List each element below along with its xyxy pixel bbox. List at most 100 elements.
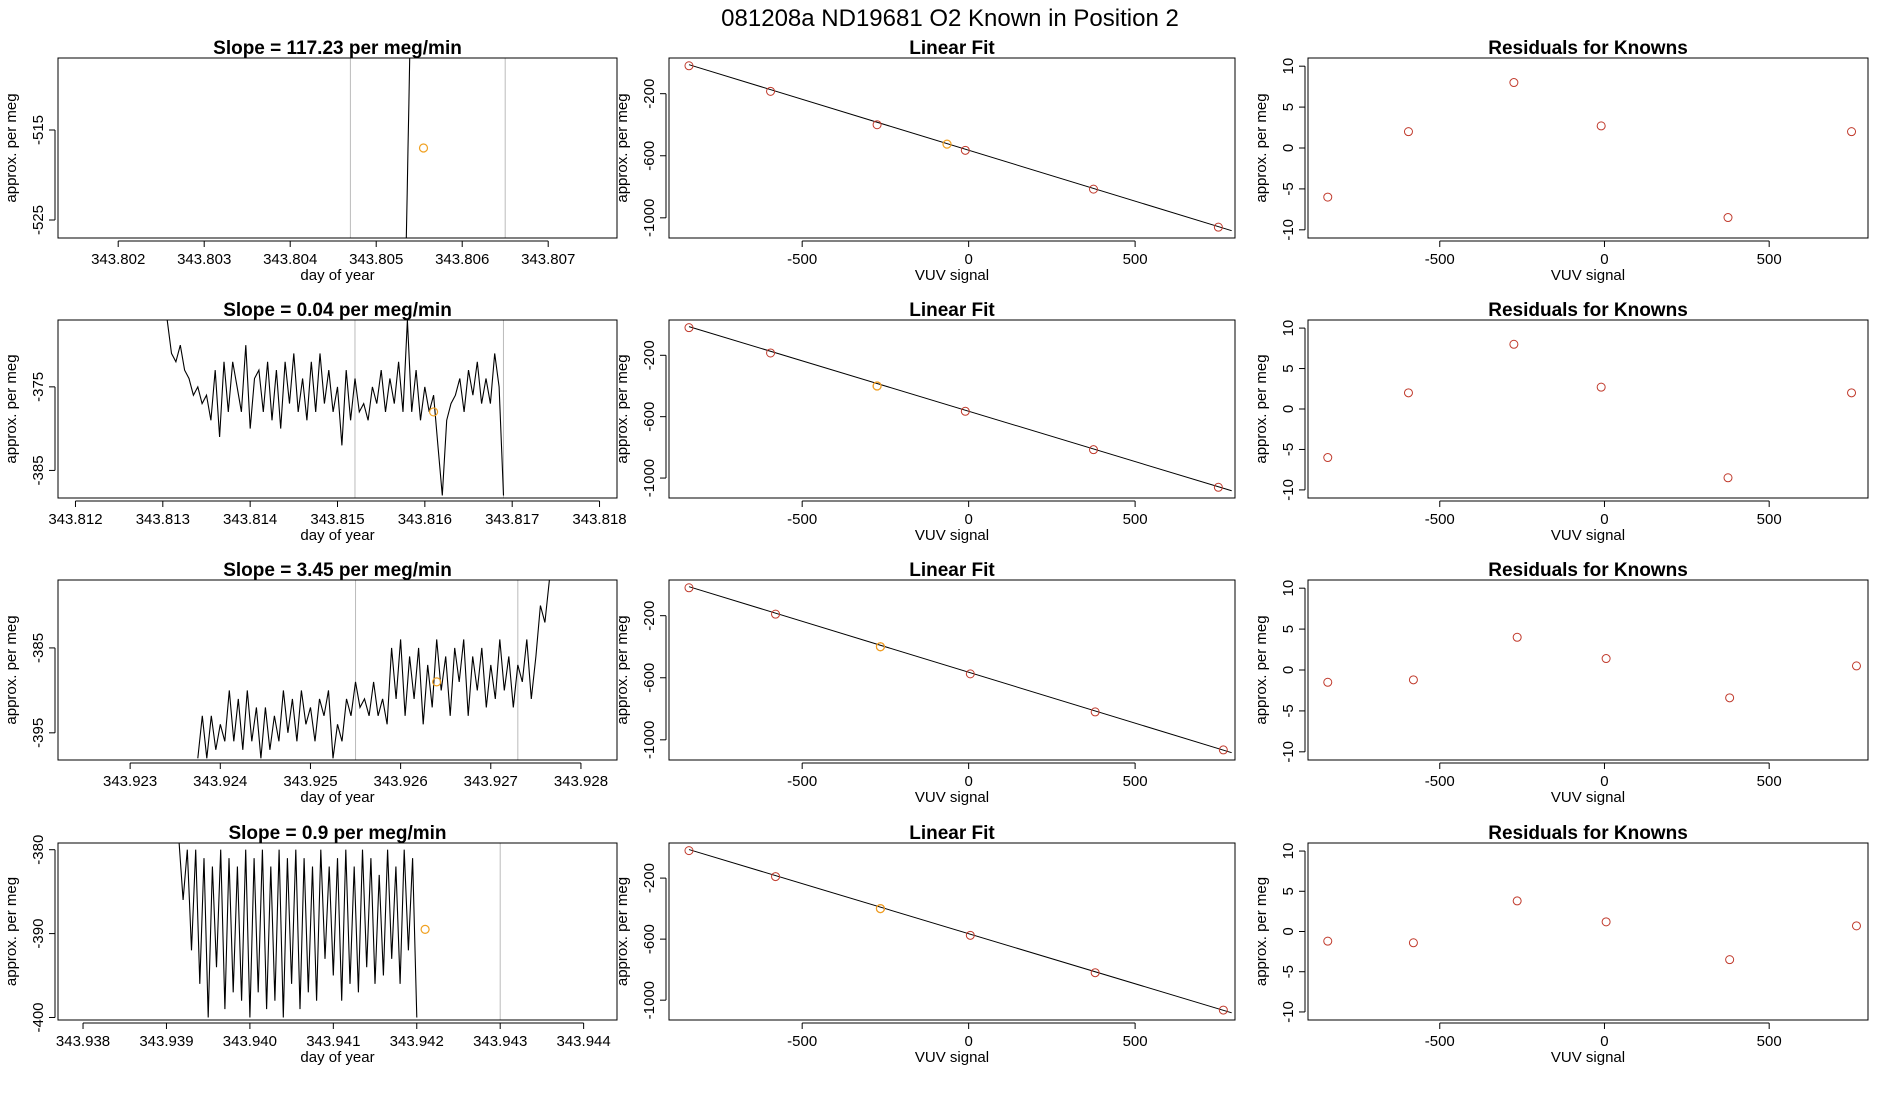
data-point: [1723, 473, 1733, 483]
x-tick-label: 343.923: [103, 773, 157, 790]
y-tick-label: -600: [641, 924, 658, 954]
x-tick-label: 343.806: [435, 251, 489, 268]
plot-area: [1323, 896, 1861, 965]
highlight-point: [420, 924, 430, 935]
chart-title: Residuals for Knowns: [1488, 38, 1688, 59]
chart-title: Linear Fit: [909, 300, 995, 321]
x-tick-label: 343.942: [390, 1033, 444, 1050]
panel-grid: Slope = 117.23 per meg/min 343.802 343.803…: [3, 38, 1869, 1066]
series-line: [178, 843, 418, 1018]
y-tick-label: 0: [1280, 405, 1297, 413]
data-point: [1323, 192, 1333, 202]
x-axis-label: VUV signal: [915, 789, 989, 806]
data-point: [1847, 388, 1857, 398]
y-tick-label: -385: [30, 633, 47, 663]
plot-area: [684, 583, 1232, 755]
y-tick-label: 0: [1280, 927, 1297, 935]
y-tick-label: 10: [1280, 320, 1297, 337]
highlight-point: [872, 381, 882, 391]
x-tick-label: 343.938: [56, 1033, 110, 1050]
data-point: [1090, 968, 1100, 978]
data-point: [1089, 184, 1098, 194]
y-tick-label: -10: [1280, 1001, 1297, 1023]
chart-panel-1: Slope = 117.23 per meg/min 343.802 343.803…: [3, 38, 618, 284]
y-tick-label: 0: [1280, 144, 1297, 152]
x-tick-label: 343.944: [557, 1033, 611, 1050]
chart-panel-11: Residuals for Knowns -500 0 500 VUV signal -1…: [1253, 560, 1869, 806]
x-axis-label: VUV signal: [1551, 1049, 1625, 1066]
y-tick-label: -200: [641, 340, 658, 370]
data-point: [1851, 921, 1861, 931]
x-tick-label: 500: [1757, 773, 1782, 790]
x-tick-label: 343.817: [485, 511, 539, 528]
data-point: [1509, 78, 1519, 88]
chart-panel-4: Slope = 0.9 per meg/min 343.938 343.939 343…: [3, 823, 618, 1066]
x-axis-label: day of year: [300, 527, 374, 544]
y-tick-label: -600: [641, 663, 658, 693]
y-axis-label: approx. per meg: [1253, 615, 1270, 724]
y-tick-label: -5: [1280, 965, 1297, 978]
data-point: [965, 669, 975, 679]
data-point: [684, 846, 694, 856]
y-tick-label: 0: [1280, 666, 1297, 674]
x-tick-label: -500: [1425, 251, 1455, 268]
y-tick-label: 10: [1280, 580, 1297, 597]
data-point: [1323, 453, 1333, 463]
x-tick-label: 343.926: [373, 773, 427, 790]
plot-area: [1323, 339, 1857, 483]
data-point: [960, 406, 970, 416]
data-point: [1408, 938, 1418, 948]
x-tick-label: 343.928: [554, 773, 608, 790]
highlight-point: [428, 407, 439, 417]
y-tick-label: 10: [1280, 843, 1297, 860]
y-tick-label: -5: [1280, 443, 1297, 456]
plot-area: [197, 580, 550, 759]
data-point: [771, 872, 781, 882]
highlight-point: [942, 139, 952, 149]
x-tick-label: 500: [1123, 773, 1148, 790]
chart-title: Linear Fit: [909, 560, 995, 581]
data-point: [1725, 693, 1735, 703]
chart-panel-5: Linear Fit -500 0 500 VUV signal -1000 -600 -20…: [614, 38, 1236, 284]
x-tick-label: 343.939: [139, 1033, 193, 1050]
x-tick-label: -500: [1425, 773, 1455, 790]
series-line: [166, 320, 505, 496]
data-point: [1601, 917, 1611, 927]
x-tick-label: 343.804: [263, 251, 317, 268]
data-point: [1213, 482, 1223, 492]
x-axis-label: VUV signal: [1551, 527, 1625, 544]
data-point: [1403, 388, 1413, 398]
y-tick-label: -395: [30, 718, 47, 748]
y-tick-label: 5: [1280, 887, 1297, 895]
y-axis-label: approx. per meg: [1253, 877, 1270, 986]
data-point: [684, 583, 694, 593]
data-point: [1847, 127, 1857, 137]
y-tick-label: -200: [641, 79, 658, 109]
y-axis-label: approx. per meg: [1253, 354, 1270, 463]
y-tick-label: -600: [641, 402, 658, 432]
y-axis-label: approx. per meg: [3, 615, 20, 724]
highlight-point: [432, 677, 442, 687]
y-axis-label: approx. per meg: [3, 93, 20, 202]
chart-panel-10: Residuals for Knowns -500 0 500 VUV signal -1…: [1253, 300, 1869, 544]
plot-frame: [57, 57, 618, 239]
data-point: [766, 86, 776, 96]
x-tick-label: 0: [1600, 511, 1608, 528]
x-tick-label: 0: [964, 1033, 972, 1050]
plot-area: [684, 61, 1232, 232]
y-tick-label: -1000: [641, 459, 658, 497]
x-tick-label: 343.927: [464, 773, 518, 790]
x-tick-label: 343.943: [473, 1033, 527, 1050]
x-axis-label: VUV signal: [1551, 789, 1625, 806]
data-point: [1323, 677, 1333, 687]
x-tick-label: 343.816: [398, 511, 452, 528]
plot-area: [405, 58, 429, 238]
y-axis-label: approx. per meg: [3, 354, 20, 463]
x-tick-label: 343.802: [91, 251, 145, 268]
chart-panel-3: Slope = 3.45 per meg/min 343.923 343.924 34…: [3, 560, 618, 806]
highlight-point: [875, 642, 886, 652]
x-tick-label: 343.805: [349, 251, 403, 268]
y-tick-label: -525: [30, 205, 47, 235]
y-tick-label: -10: [1280, 479, 1297, 501]
plot-frame: [668, 319, 1236, 499]
